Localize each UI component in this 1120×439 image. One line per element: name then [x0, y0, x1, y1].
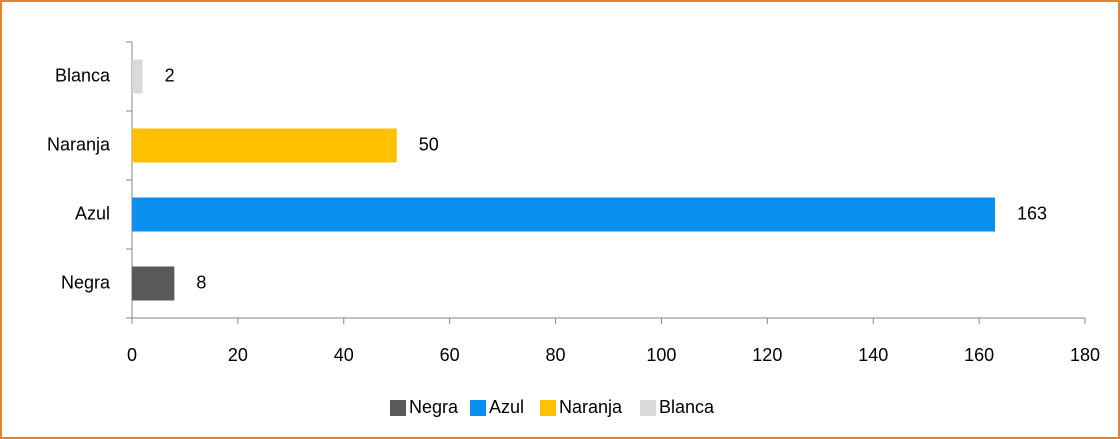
- bar: [132, 59, 143, 94]
- y-tick-label: Azul: [75, 203, 110, 223]
- x-tick-label: 60: [440, 345, 460, 365]
- legend-swatch: [390, 400, 406, 416]
- x-tick-label: 100: [646, 345, 676, 365]
- x-tick-label: 20: [228, 345, 248, 365]
- legend-label: Blanca: [659, 397, 715, 417]
- y-tick-label: Negra: [61, 272, 111, 292]
- bar: [132, 197, 995, 232]
- x-tick-label: 80: [546, 345, 566, 365]
- x-tick-label: 40: [334, 345, 354, 365]
- data-label: 163: [1017, 203, 1047, 223]
- x-tick-label: 180: [1070, 345, 1100, 365]
- data-label: 50: [419, 134, 439, 154]
- x-tick-label: 160: [964, 345, 994, 365]
- legend-swatch: [470, 400, 486, 416]
- x-tick-label: 120: [752, 345, 782, 365]
- y-tick-label: Blanca: [55, 65, 111, 85]
- legend-label: Azul: [489, 397, 524, 417]
- legend-label: Naranja: [559, 397, 623, 417]
- legend-swatch: [540, 400, 556, 416]
- x-tick-label: 140: [858, 345, 888, 365]
- legend-swatch: [640, 400, 656, 416]
- bar: [132, 266, 175, 301]
- bar: [132, 128, 397, 163]
- data-label: 8: [196, 272, 206, 292]
- data-label: 2: [165, 65, 175, 85]
- x-tick-label: 0: [127, 345, 137, 365]
- y-tick-label: Naranja: [47, 134, 111, 154]
- legend-label: Negra: [409, 397, 459, 417]
